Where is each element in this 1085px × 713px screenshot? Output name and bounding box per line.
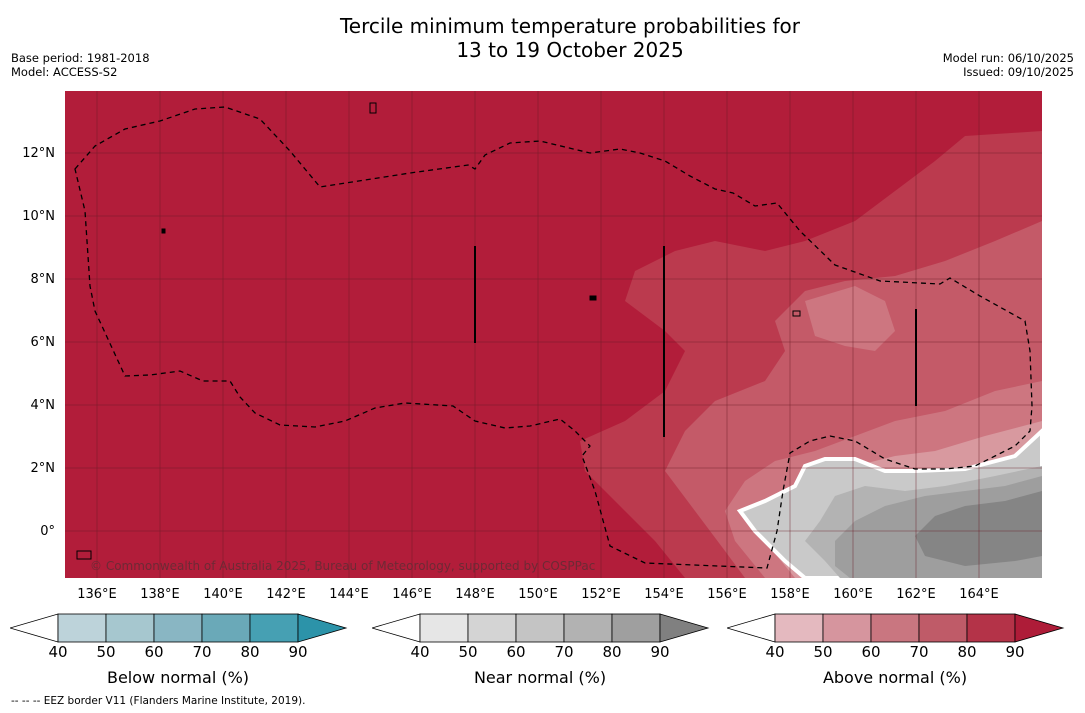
lon-label: 142°E	[266, 587, 306, 602]
colorbar-label-above: Above normal (%)	[822, 668, 968, 687]
lon-label: 138°E	[140, 587, 180, 602]
colorbar-extend-high	[659, 613, 710, 643]
cb-tick: 50	[458, 643, 478, 661]
islands	[76, 102, 917, 560]
colorbar-extend-high	[1014, 613, 1065, 643]
eez-footnote: -- -- -- EEZ border V11 (Flanders Marine…	[11, 695, 306, 707]
cb-tick: 70	[909, 643, 929, 661]
lon-label: 162°E	[896, 587, 936, 602]
cb-tick: 70	[192, 643, 212, 661]
colorbar-bin	[467, 613, 517, 643]
colorbar-bin	[774, 613, 824, 643]
colorbar-near	[372, 613, 710, 643]
base-period: Base period: 1981-2018	[11, 51, 150, 65]
meta-left: Base period: 1981-2018 Model: ACCESS-S2	[11, 51, 150, 79]
colorbar-swatches	[372, 613, 710, 643]
cb-tick: 90	[1005, 643, 1025, 661]
cb-tick: 70	[554, 643, 574, 661]
lat-label: 10°N	[22, 209, 55, 224]
colorbar-swatches	[727, 613, 1065, 643]
lat-label: 0°	[40, 524, 55, 539]
lon-label: 154°E	[644, 587, 684, 602]
cb-tick: 60	[144, 643, 164, 661]
model-run: Model run: 06/10/2025	[942, 51, 1074, 65]
model-name: Model: ACCESS-S2	[11, 65, 118, 79]
lon-label: 152°E	[581, 587, 621, 602]
cb-tick: 50	[813, 643, 833, 661]
colorbar-bin	[918, 613, 968, 643]
cb-tick: 50	[96, 643, 116, 661]
colorbar-extend-low	[372, 613, 421, 643]
issued-date: Issued: 09/10/2025	[963, 65, 1074, 79]
colorbar-label-near: Near normal (%)	[473, 668, 607, 687]
meta-right: Model run: 06/10/2025 Issued: 09/10/2025	[943, 51, 1074, 79]
cb-tick: 60	[861, 643, 881, 661]
lon-label: 146°E	[392, 587, 432, 602]
lon-label: 136°E	[77, 587, 117, 602]
colorbar-above	[727, 613, 1065, 643]
colorbar-label-below: Below normal (%)	[106, 668, 250, 687]
lat-label: 6°N	[30, 335, 56, 350]
lon-label: 160°E	[833, 587, 873, 602]
lon-label: 144°E	[329, 587, 369, 602]
colorbar-bin	[966, 613, 1016, 643]
colorbar-extend-high	[297, 613, 348, 643]
lat-label: 4°N	[30, 398, 56, 413]
colorbar-bin	[153, 613, 203, 643]
cb-tick: 80	[240, 643, 260, 661]
colorbar-bin	[822, 613, 872, 643]
colorbar-below	[10, 613, 348, 643]
chart-title: Tercile minimum temperature probabilitie…	[0, 14, 1085, 62]
colorbar-bin	[870, 613, 920, 643]
copyright-text: © Commonwealth of Australia 2025, Bureau…	[90, 559, 595, 573]
colorbar-extend-low	[727, 613, 776, 643]
colorbar-bin	[563, 613, 613, 643]
cb-tick: 40	[410, 643, 430, 661]
contour-near-90	[915, 491, 1042, 566]
colorbar-bin	[515, 613, 565, 643]
lon-label: 150°E	[518, 587, 558, 602]
colorbar-swatches	[10, 613, 348, 643]
lon-label: 148°E	[455, 587, 495, 602]
colorbar-extend-low	[10, 613, 59, 643]
colorbar-bin	[611, 613, 661, 643]
cb-tick: 40	[765, 643, 785, 661]
lat-label: 12°N	[22, 146, 55, 161]
cb-tick: 40	[48, 643, 68, 661]
colorbar-bin	[419, 613, 469, 643]
cb-tick: 90	[288, 643, 308, 661]
probability-map: © Commonwealth of Australia 2025, Bureau…	[65, 91, 1042, 578]
title-line-1: Tercile minimum temperature probabilitie…	[339, 14, 801, 38]
lon-label: 140°E	[203, 587, 243, 602]
cb-tick: 90	[650, 643, 670, 661]
lon-label: 156°E	[707, 587, 747, 602]
cb-tick: 60	[506, 643, 526, 661]
colorbar-bin	[249, 613, 299, 643]
lon-label: 164°E	[959, 587, 999, 602]
eez-border	[74, 106, 1033, 569]
cb-tick: 80	[602, 643, 622, 661]
lon-label: 158°E	[770, 587, 810, 602]
cb-tick: 80	[957, 643, 977, 661]
title-line-2: 13 to 19 October 2025	[456, 38, 684, 62]
colorbar-bin	[105, 613, 155, 643]
contour-above-60-b	[805, 286, 895, 351]
lat-label: 2°N	[30, 461, 56, 476]
colorbar-bin	[57, 613, 107, 643]
colorbar-bin	[201, 613, 251, 643]
lat-label: 8°N	[30, 272, 56, 287]
